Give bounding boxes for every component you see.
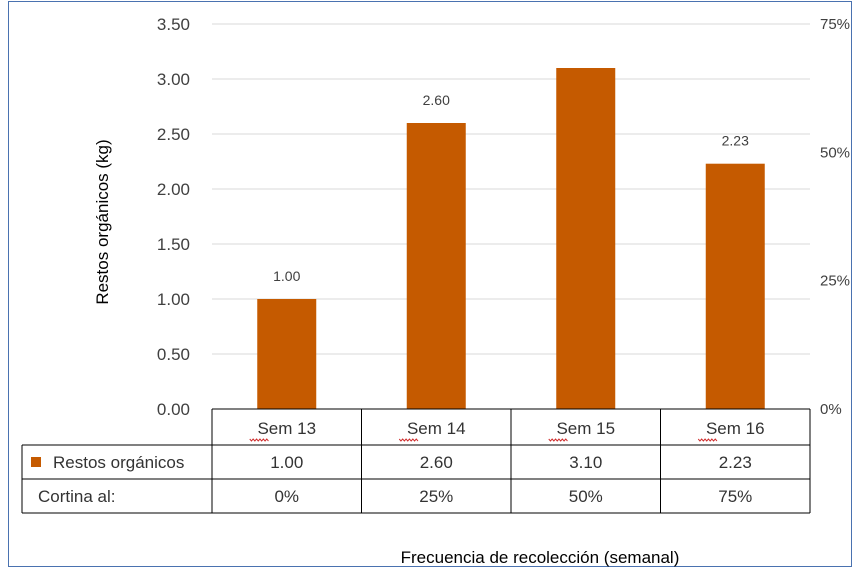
spellcheck-squiggle [697,438,718,442]
category-label: Sem 15 [556,419,615,438]
y-tick-label: 0.00 [157,400,190,419]
category-label: Sem 13 [257,419,316,438]
y-tick-label: 3.00 [157,70,190,89]
y2-tick-label: 50% [820,144,850,161]
table-cell: 3.10 [569,453,602,472]
bar [406,123,466,409]
category-label: Sem 16 [706,419,765,438]
y-tick-label: 0.50 [157,345,190,364]
y-axis-title: Restos orgánicos (kg) [93,139,112,304]
y-tick-label: 3.50 [157,15,190,34]
bar [556,68,616,409]
bar [705,163,765,409]
row-label: Cortina al: [38,487,115,506]
spellcheck-squiggle [398,438,419,442]
y2-tick-label: 75% [820,16,850,33]
table-cell: 75% [718,487,752,506]
table-cell: 2.23 [719,453,752,472]
table-cell: 2.60 [420,453,453,472]
y-tick-label: 1.50 [157,235,190,254]
y-tick-label: 1.00 [157,290,190,309]
bar-data-label: 2.60 [423,92,450,108]
x-axis-title: Frecuencia de recolección (semanal) [401,548,680,567]
spellcheck-squiggle [548,438,568,442]
y2-tick-label: 25% [820,273,850,290]
y-tick-label: 2.50 [157,125,190,144]
bar-data-label: 2.23 [722,133,749,149]
legend-key [31,457,41,467]
category-label: Sem 14 [407,419,466,438]
table-cell: 25% [419,487,453,506]
table-cell: 0% [274,487,299,506]
table-cell: 50% [569,487,603,506]
table-cell: 1.00 [270,453,303,472]
y2-tick-label: 0% [820,401,842,418]
bar [257,299,317,409]
row-label: Restos orgánicos [53,453,184,472]
y-tick-label: 2.00 [157,180,190,199]
spellcheck-squiggle [249,438,269,442]
bar-data-label: 1.00 [273,268,300,284]
